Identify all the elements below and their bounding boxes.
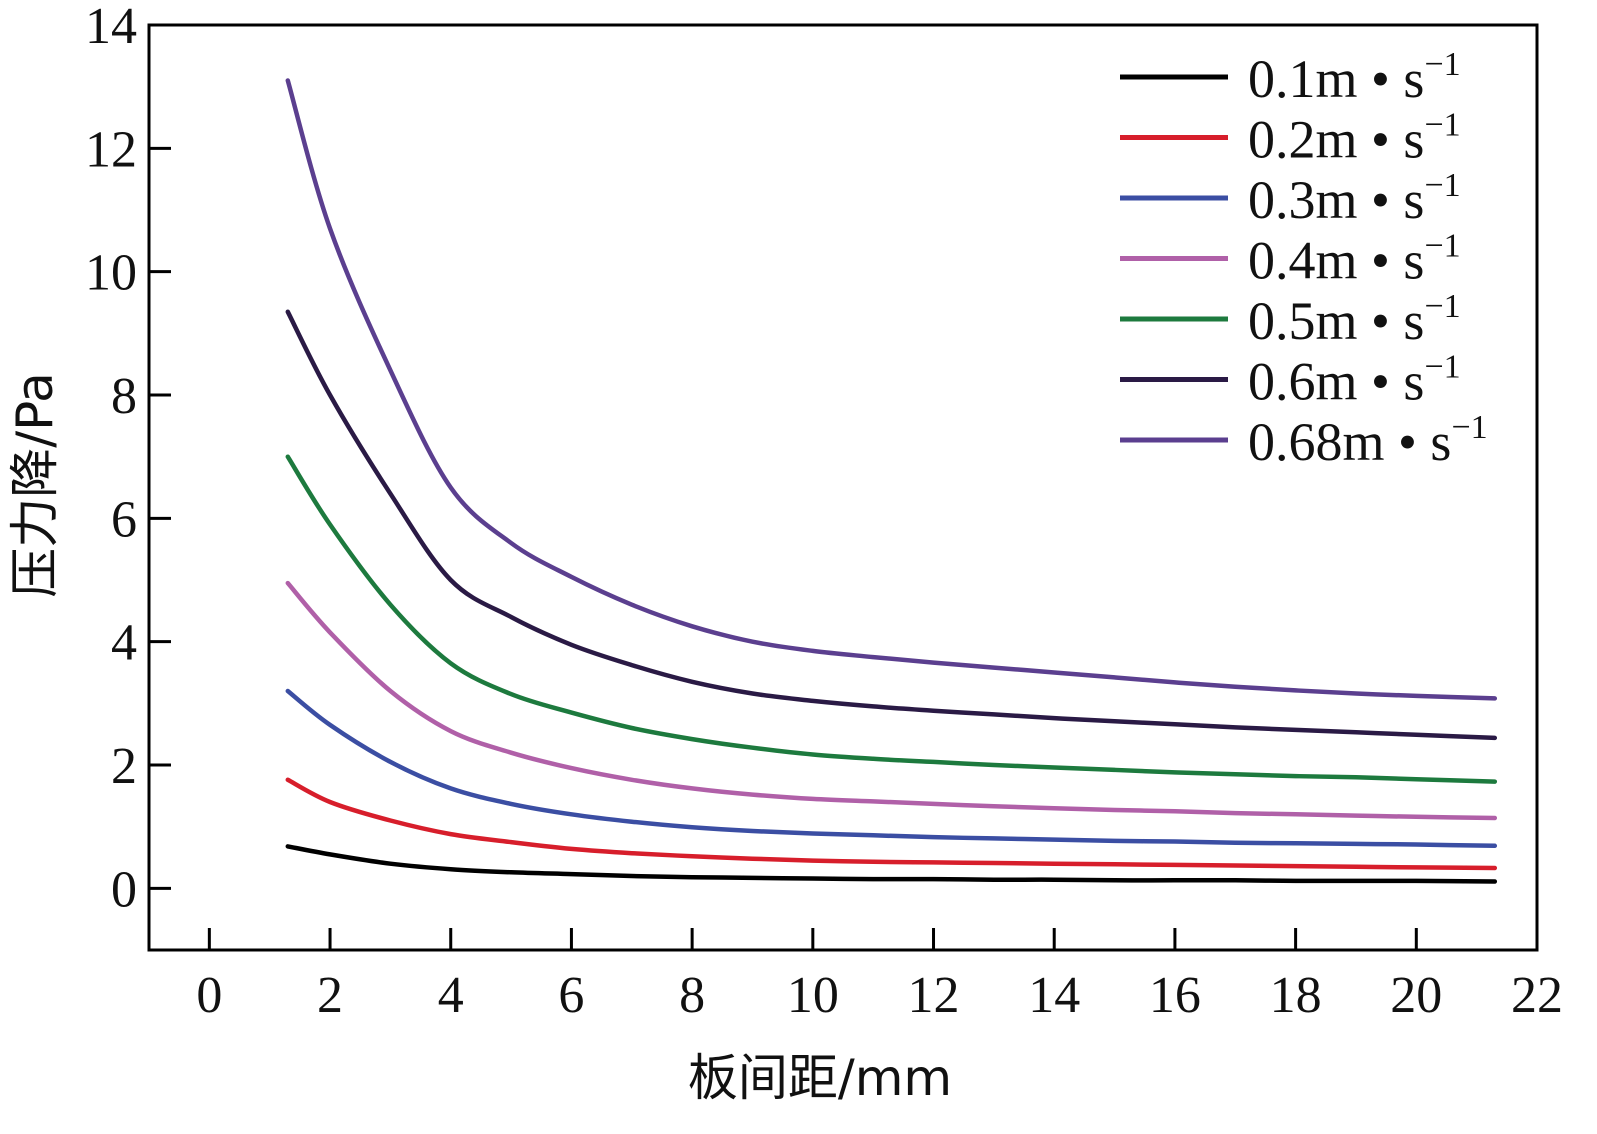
x-tick-label: 4 [438,967,464,1024]
series-line-0_68 [285,78,1498,701]
x-tick-label: 18 [1270,967,1322,1024]
legend-label: 0.2m • s−1 [1248,107,1461,170]
x-tick-label: 12 [908,967,960,1024]
x-tick-label: 16 [1149,967,1201,1024]
legend-label: 0.5m • s−1 [1248,288,1461,351]
x-tick-label: 22 [1511,967,1563,1024]
y-tick-label: 2 [111,738,137,795]
plot-frame [147,23,1539,952]
series-line-0_3 [285,688,1498,849]
legend-label: 0.68m • s−1 [1248,409,1488,472]
y-tick-label: 0 [111,861,137,918]
legend-label: 0.1m • s−1 [1248,46,1461,109]
legend: 0.1m • s−10.2m • s−10.3m • s−10.4m • s−1… [1120,46,1488,472]
series-line-0_6 [285,309,1498,741]
y-axis-title: 压力降/Pa [6,372,64,597]
x-axis-ticks: 0 2 4 6 8 10 12 14 16 18 20 22 [196,928,1563,1024]
series-line-0_2 [285,777,1498,871]
y-tick-label: 4 [111,615,137,672]
x-tick-label: 14 [1028,967,1080,1024]
x-axis-title: 板间距/mm [688,1049,952,1107]
x-tick-label: 10 [787,967,839,1024]
series-line-0_5 [285,454,1498,784]
x-tick-label: 20 [1390,967,1442,1024]
y-tick-label: 14 [85,0,137,55]
y-tick-label: 6 [111,491,137,548]
series-line-0_1 [285,844,1498,884]
x-tick-label: 2 [317,967,343,1024]
x-tick-label: 6 [558,967,584,1024]
y-axis-ticks: 0 2 4 6 8 10 12 14 [85,0,171,918]
legend-label: 0.6m • s−1 [1248,349,1461,412]
y-tick-label: 8 [111,368,137,425]
y-tick-label: 10 [85,245,137,302]
series-lines [285,78,1498,884]
x-tick-label: 0 [196,967,222,1024]
x-tick-label: 8 [679,967,705,1024]
y-tick-label: 12 [85,121,137,178]
legend-label: 0.4m • s−1 [1248,228,1461,291]
series-line-0_4 [285,580,1498,821]
legend-label: 0.3m • s−1 [1248,167,1461,230]
